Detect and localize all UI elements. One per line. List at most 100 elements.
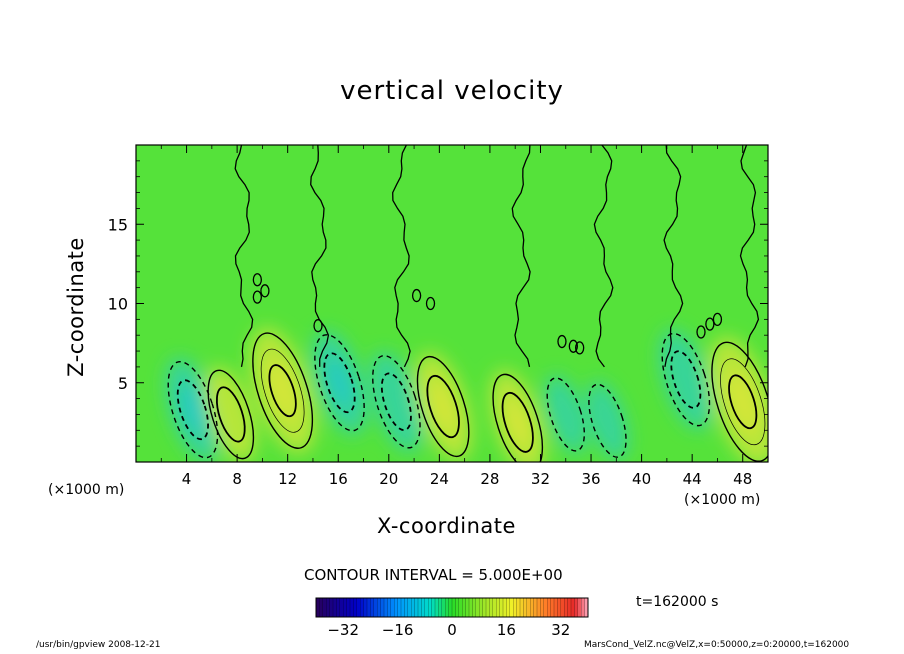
colorbar-cell [370, 598, 375, 617]
colorbar-cell [445, 598, 450, 617]
x-tick-label-5: 20 [379, 470, 398, 488]
colorbar-cell [537, 598, 541, 617]
contour-line-6-2 [426, 374, 460, 439]
x-unit-left: (×1000 m) [48, 482, 125, 498]
contour-line-3-2 [260, 348, 305, 433]
colorbar-cell [554, 598, 558, 617]
colorbar-cell [496, 598, 501, 617]
contour-line-6-1 [416, 355, 470, 458]
colorbar-cell [526, 598, 531, 617]
zero-contour-7 [739, 145, 760, 368]
zero-contour-5 [593, 145, 614, 368]
colorbar-cell [353, 598, 358, 617]
colorbar-cell [404, 598, 409, 617]
colorbar-cell [499, 598, 504, 617]
colorbar-cell [452, 598, 456, 617]
small-contour-4 [313, 319, 323, 333]
colorbar-cell [455, 598, 460, 617]
contour-line-9-1 [588, 383, 627, 458]
contour-line-1-2 [176, 379, 209, 441]
colorbar-cell [411, 598, 416, 617]
x-tick-label-7: 28 [480, 470, 499, 488]
colorbar-cell [489, 598, 494, 617]
colorbar-cell [319, 598, 324, 617]
contour-line-5-1 [372, 355, 421, 449]
colorbar-cell [343, 598, 348, 617]
zero-contour-2 [310, 145, 330, 367]
colorbar-cell [469, 598, 473, 617]
chart-title: vertical velocity [340, 76, 564, 106]
small-contour-8 [568, 339, 578, 353]
small-contour-3 [260, 284, 270, 298]
x-unit-right: (×1000 m) [684, 492, 761, 508]
contour-line-10-2 [670, 350, 702, 409]
colorbar-cell [441, 598, 446, 617]
colorbar-cell [543, 598, 548, 617]
small-contour-1 [252, 273, 262, 287]
colorbar-cell [513, 598, 518, 617]
colorbar-cell [356, 598, 361, 617]
colorbar-cell [424, 598, 429, 617]
colorbar-cell [448, 598, 453, 617]
colorbar-cell [509, 598, 514, 617]
x-tick-label-1: 4 [182, 470, 192, 488]
colorbar-cell [560, 598, 565, 617]
x-tick-label-3: 12 [278, 470, 297, 488]
zero-contour-3 [392, 145, 411, 368]
colorbar-cell [547, 598, 552, 617]
colorbar-cell [540, 598, 545, 617]
y-tick-label-1: 5 [118, 374, 128, 393]
colorbar-cell [520, 598, 524, 617]
colorbar-cell [458, 598, 463, 617]
colorbar-tick-label-5: 32 [551, 621, 570, 639]
footer-left: /usr/bin/gpview 2008-12-21 [36, 640, 161, 650]
colorbar-cell [584, 598, 589, 617]
footer-right: MarsCond_VelZ.nc@VelZ,x=0:50000,z=0:2000… [584, 640, 850, 650]
colorbar-cell [414, 598, 419, 617]
contour-line-7-1 [492, 373, 544, 462]
colorbar-cell [435, 598, 439, 617]
colorbar-cell [394, 598, 399, 617]
contour-line-3-1 [252, 332, 314, 449]
x-tick-label-4: 16 [329, 470, 348, 488]
colorbar-cell [523, 598, 528, 617]
colorbar-cell [401, 598, 405, 617]
colorbar-cell [567, 598, 572, 617]
colorbar-cell [326, 598, 331, 617]
colorbar-cell [339, 598, 344, 617]
colorbar-cell [387, 598, 392, 617]
y-axis-label: Z-coordinate [64, 237, 88, 377]
contour-line-2-2 [215, 386, 246, 443]
small-contour-2 [252, 290, 262, 304]
contour-line-7-2 [501, 391, 534, 453]
colorbar-cell [581, 598, 586, 617]
colorbar-cell [431, 598, 436, 617]
colorbar-cell [533, 598, 538, 617]
colorbar-cell [418, 598, 422, 617]
contour-line-11-2 [720, 358, 766, 446]
colorbar-tick-label-4: 16 [497, 621, 516, 639]
y-tick-label-3: 15 [108, 215, 128, 234]
zero-contour-4 [511, 145, 531, 368]
colorbar-cell [350, 598, 354, 617]
contour-line-2-1 [207, 369, 255, 460]
colorbar-cell [492, 598, 497, 617]
velocity-cell-8 [544, 374, 587, 455]
colorbar-cell [506, 598, 511, 617]
colorbar-cell [333, 598, 337, 617]
colorbar-cell [571, 598, 575, 617]
colorbar-cell [472, 598, 477, 617]
velocity-core-4 [326, 356, 353, 409]
small-contour-5 [411, 288, 422, 303]
colorbar-cell [363, 598, 368, 617]
colorbar-cell [397, 598, 402, 617]
colorbar-cell [486, 598, 490, 617]
zero-contour-6 [663, 145, 684, 368]
colorbar-cell [322, 598, 327, 617]
colorbar-cell [475, 598, 480, 617]
colorbar-cell [516, 598, 521, 617]
colorbar-cell [407, 598, 412, 617]
colorbar-cell [428, 598, 433, 617]
colorbar-frame [315, 597, 589, 618]
velocity-core-1 [180, 383, 206, 436]
